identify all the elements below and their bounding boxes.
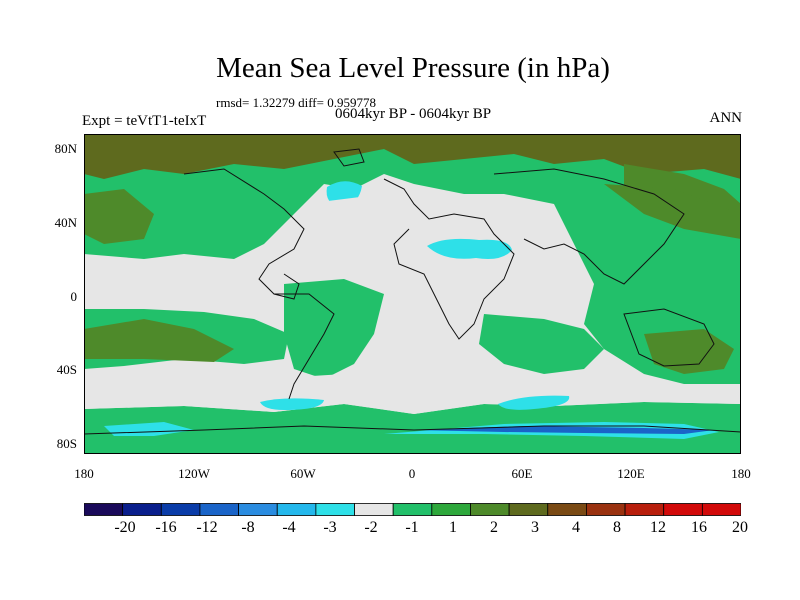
colorbar-label: -3: [323, 519, 337, 536]
colorbar-box: [547, 503, 587, 516]
season-label: ANN: [709, 110, 743, 126]
lat-label-80n: 80N: [54, 141, 77, 156]
lon-label-180w: 180: [74, 466, 94, 481]
lon-label-60w: 60W: [290, 466, 316, 481]
colorbar-box: [470, 503, 510, 516]
colorbar-label: -8: [241, 519, 255, 536]
period-text: 0604kyr BP - 0604kyr BP: [334, 106, 492, 122]
colorbar-box: [84, 503, 124, 516]
lat-label-40n: 40N: [54, 215, 77, 230]
colorbar-label: 12: [650, 519, 666, 536]
region-pacific-north: [84, 189, 154, 244]
colorbar-box: [624, 503, 665, 516]
colorbar-box: [315, 503, 355, 516]
region-arctic-olive: [84, 134, 741, 179]
region-south-indian-low: [498, 395, 570, 410]
colorbar: [84, 503, 741, 516]
colorbar-label: 8: [613, 519, 621, 536]
colorbar-label: -4: [282, 519, 296, 536]
colorbar-box: [122, 503, 162, 516]
colorbar-label: 3: [531, 519, 539, 536]
region-south-atlantic-green: [284, 279, 384, 379]
colorbar-label: 20: [732, 519, 748, 536]
region-australia-dgreen: [644, 329, 734, 374]
lon-label-120w: 120W: [178, 466, 210, 481]
colorbar-box: [663, 503, 703, 516]
experiment-label: Expt = teVtT1-teIxT: [82, 113, 207, 129]
coastlines: [84, 148, 741, 435]
colorbar-label: 2: [490, 519, 498, 536]
colorbar-box: [199, 503, 239, 516]
region-southern-ocean-neutral: [84, 374, 741, 414]
lat-label-80s: 80S: [56, 436, 77, 451]
colorbar-label: -20: [114, 519, 136, 536]
colorbar-label: -2: [364, 519, 378, 536]
region-subtropical-neutral: [304, 194, 594, 324]
colorbar-box: [586, 503, 626, 516]
colorbar-label: -16: [155, 519, 177, 536]
colorbar-box: [508, 503, 549, 516]
colorbar-label: 1: [449, 519, 457, 536]
lon-label-120e: 120E: [617, 466, 645, 481]
region-north-green: [84, 134, 741, 264]
colorbar-label: -1: [405, 519, 419, 536]
lon-label-180e: 180: [731, 466, 751, 481]
colorbar-label: 4: [572, 519, 580, 536]
colorbar-box: [276, 503, 317, 516]
region-asia-olive: [604, 184, 741, 239]
colorbar-box: [354, 503, 394, 516]
lon-label-0: 0: [408, 466, 416, 481]
colorbar-label: -12: [196, 519, 218, 536]
colorbar-box: [701, 503, 741, 516]
lon-label-60e: 60E: [511, 466, 533, 481]
stats-text: rmsd= 1.32279 diff= 0.959778: [216, 95, 376, 110]
lat-label-40s: 40S: [56, 362, 77, 377]
colorbar-box: [392, 503, 433, 516]
map-frame: [84, 134, 741, 454]
map-title: Mean Sea Level Pressure (in hPa): [216, 52, 610, 84]
region-pacific-neutral: [84, 259, 284, 324]
colorbar-box: [431, 503, 471, 516]
colorbar-box: [160, 503, 201, 516]
region-drake-passage-low: [260, 398, 324, 410]
region-south-pacific-dgreen: [84, 319, 234, 362]
colorbar-box: [238, 503, 278, 516]
colorbar-label: 16: [691, 519, 707, 536]
lat-label-0: 0: [70, 289, 78, 304]
region-southern-ocean-green: [84, 402, 741, 454]
pressure-map: [84, 134, 741, 454]
region-sahara-low: [427, 238, 512, 259]
region-indian-ocean-green: [479, 314, 604, 374]
